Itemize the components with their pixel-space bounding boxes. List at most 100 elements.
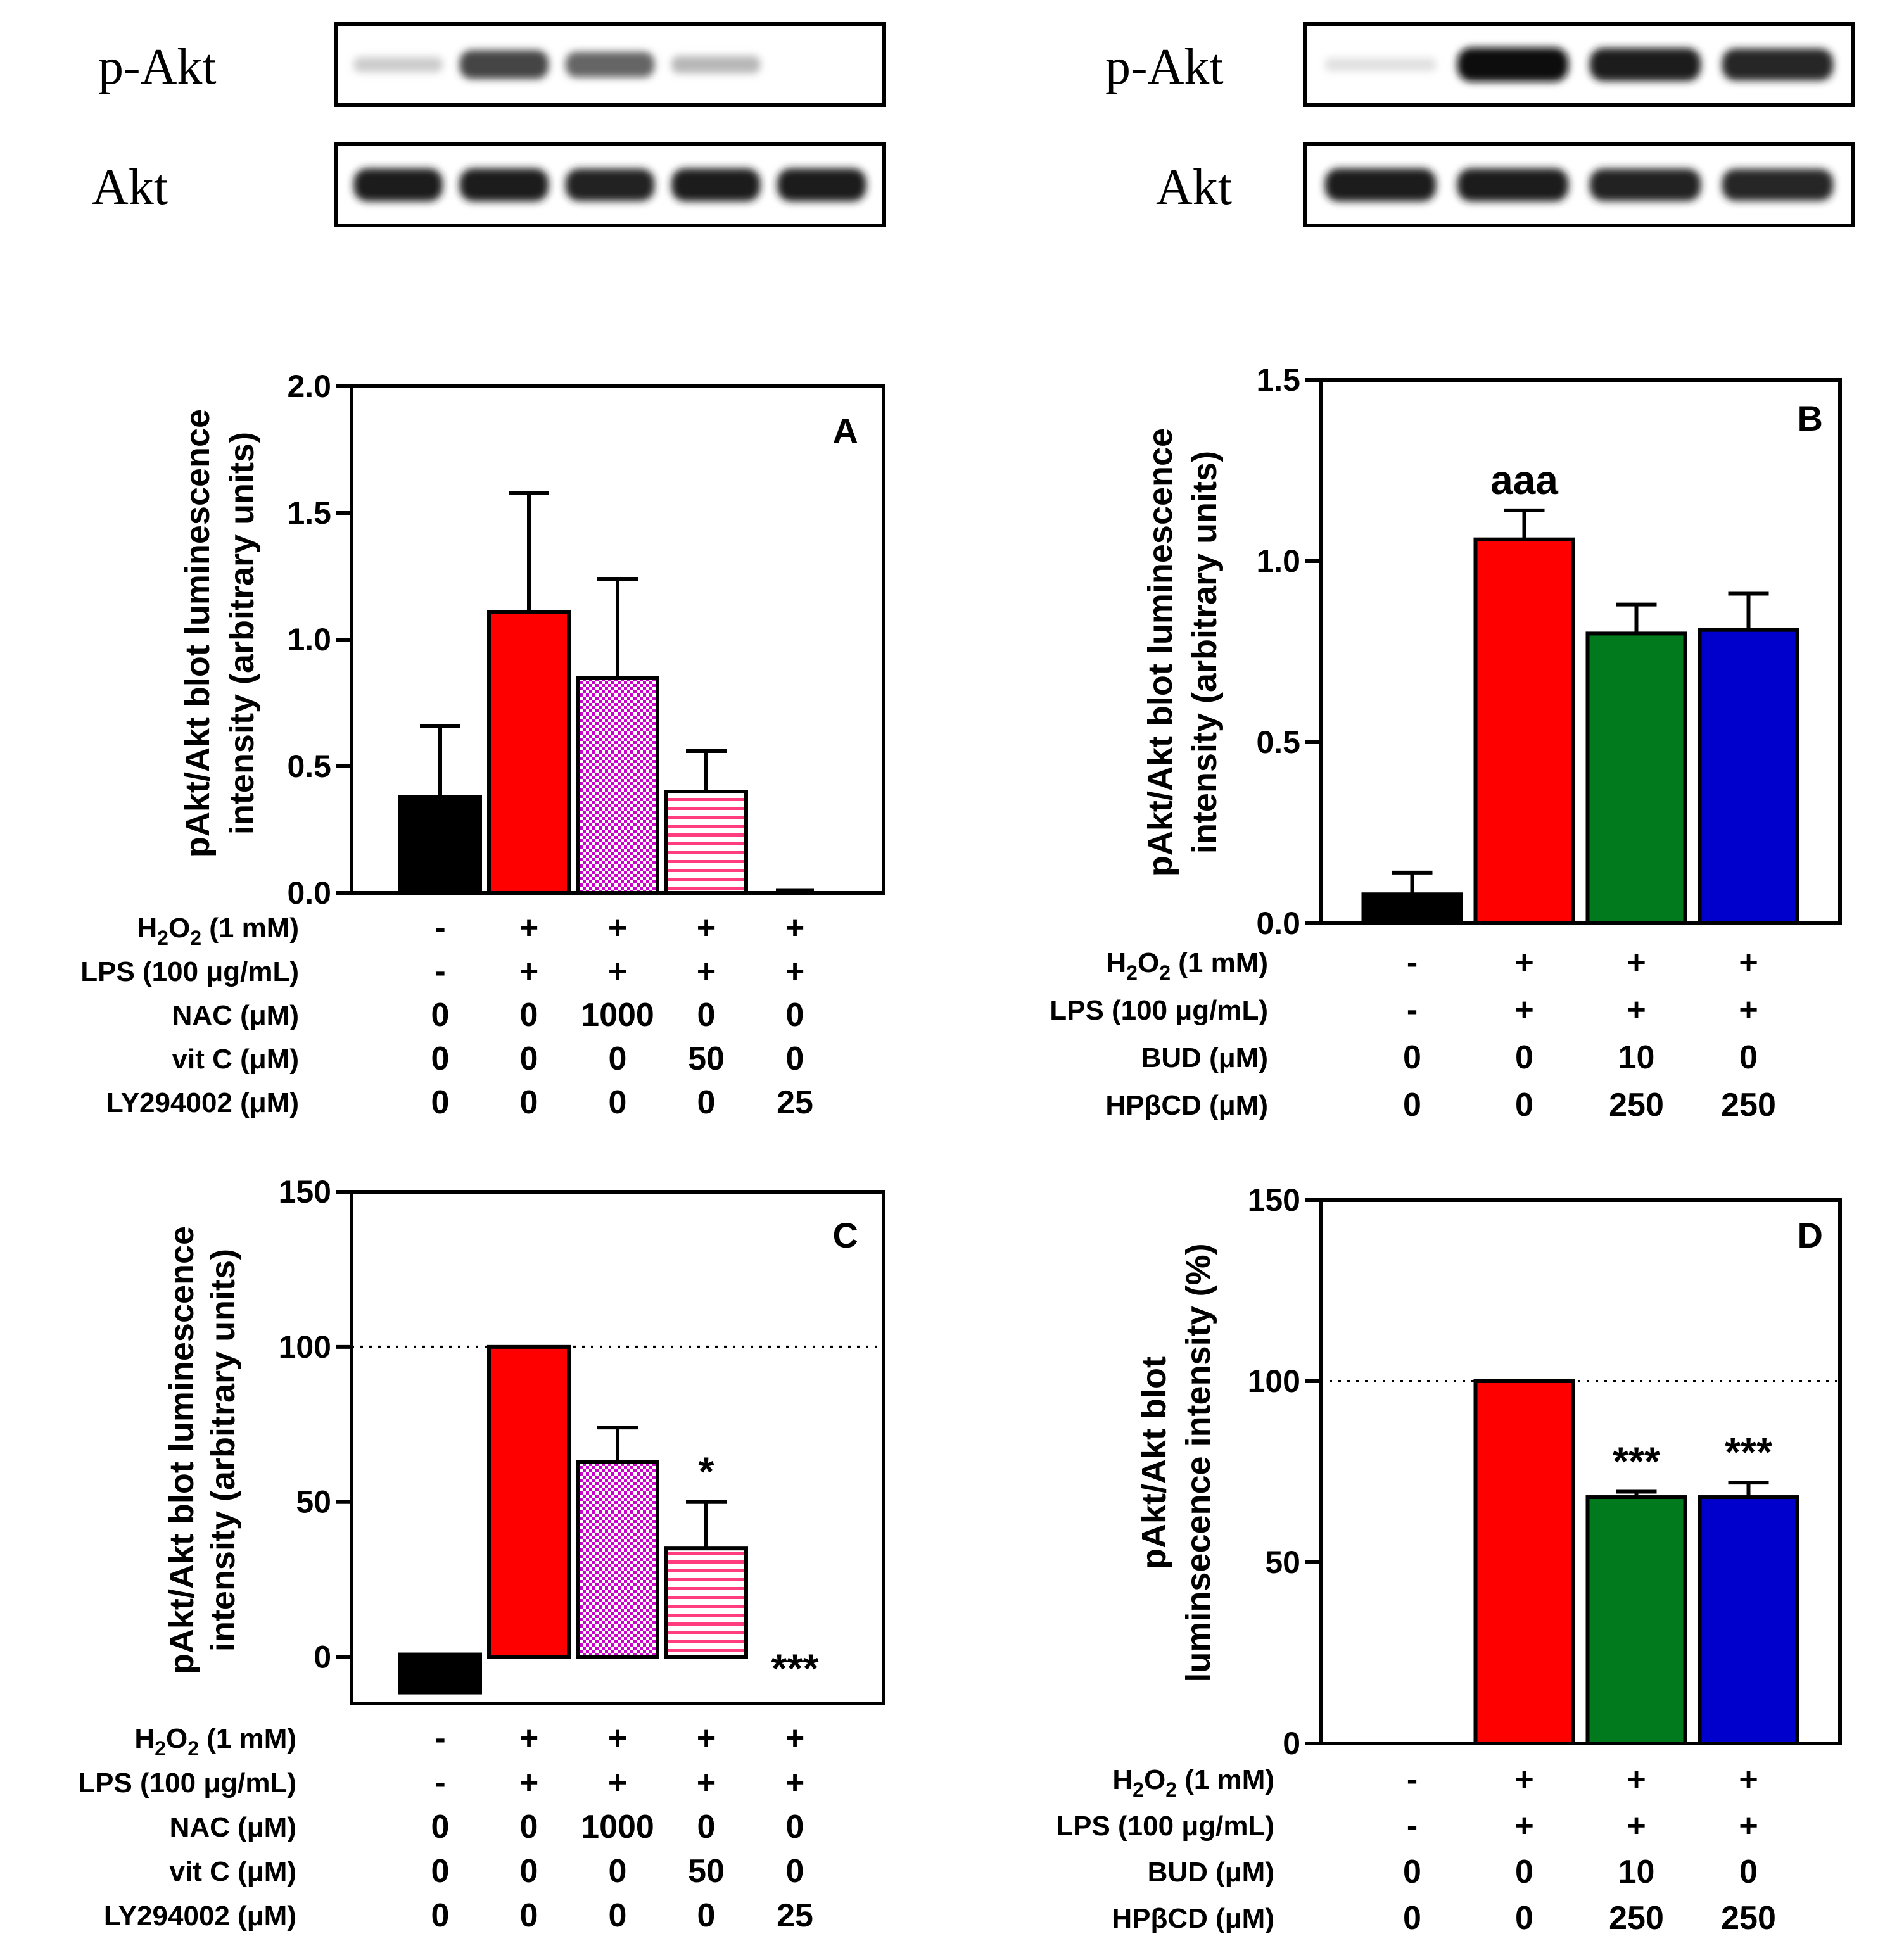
condition-value: 25 [777, 1084, 813, 1121]
condition-value: 0 [431, 1853, 450, 1890]
condition-value: + [1739, 1761, 1758, 1798]
y-axis-label: intensity (arbitrary units) [223, 432, 261, 835]
label-part: O [1144, 1764, 1165, 1795]
label-part: H [1106, 947, 1126, 978]
condition-value: 0 [697, 1809, 716, 1845]
condition-value: + [1514, 1807, 1533, 1844]
western-blots: p-Akt Akt p-Akt Akt [92, 22, 1855, 227]
condition-value: + [697, 953, 716, 990]
y-tick-label: 0.0 [287, 875, 331, 911]
blot-right: p-Akt Akt [1105, 22, 1855, 227]
blot-left-row-akt-band-4 [671, 168, 761, 202]
panel-b-frame [1319, 378, 1842, 925]
condition-label: H2O2 (1 mM) [134, 1723, 296, 1760]
condition-value: 0 [786, 1809, 804, 1845]
blot-right-row-p-akt-band-4 [1722, 48, 1834, 81]
condition-value: 0 [1739, 1854, 1758, 1890]
condition-label: LPS (100 μg/mL) [78, 1767, 296, 1799]
blot-right-row-akt-band-1 [1324, 168, 1437, 202]
condition-value: + [1514, 944, 1533, 981]
condition-label: LY294002 (μM) [104, 1900, 296, 1932]
y-axis-label: pAkt/Akt blot luminescence [163, 1226, 201, 1674]
blot-left-row-p-akt-band-2 [459, 50, 549, 79]
bar-charts: 0.0 0.5 1.0 1.5 2.0 pAkt/Akt blot luminescenc… [78, 362, 1842, 1937]
blot-right-row-p-akt-band-3 [1589, 47, 1701, 82]
blot-left-row-akt-label: Akt [92, 160, 168, 215]
condition-value: - [435, 909, 445, 946]
condition-value: + [785, 1764, 804, 1801]
condition-value: 0 [786, 1040, 804, 1077]
label-part: O [168, 913, 190, 944]
condition-value: 50 [688, 1853, 725, 1890]
condition-value: - [1407, 1807, 1418, 1844]
label-subscript: 2 [1126, 961, 1138, 984]
label-subscript: 2 [1133, 1778, 1144, 1801]
bar-4 [664, 790, 748, 895]
label-subscript: 2 [187, 1737, 199, 1760]
condition-value: 25 [777, 1897, 813, 1934]
y-tick-label: 1.0 [287, 622, 331, 657]
condition-value: 0 [520, 1084, 538, 1121]
condition-value: 250 [1721, 1900, 1776, 1937]
condition-value: + [697, 909, 716, 946]
condition-value: 0 [1739, 1039, 1758, 1076]
y-tick-label: 0 [314, 1640, 331, 1675]
bar-4 [664, 1546, 748, 1659]
condition-value: 0 [520, 1809, 538, 1845]
condition-value: 0 [1515, 1900, 1533, 1937]
y-axis-label: pAkt/Akt blot luminescence [1141, 428, 1179, 876]
bar-2 [487, 1344, 571, 1659]
condition-label: BUD (μM) [1148, 1857, 1274, 1888]
condition-value: 250 [1609, 1900, 1664, 1937]
label-subscript: 2 [190, 926, 201, 949]
bar-1 [398, 795, 482, 895]
condition-value: - [1407, 992, 1418, 1028]
condition-value: 0 [1515, 1039, 1533, 1076]
blot-right-row-p-akt-band-2 [1457, 47, 1569, 82]
label-part: (1 mM) [1177, 1764, 1274, 1795]
label-part: (1 mM) [1171, 947, 1268, 978]
condition-value: 0 [697, 1897, 716, 1934]
label-subscript: 2 [157, 926, 168, 949]
blot-left-row-p-akt-label: p-Akt [98, 39, 217, 95]
bar-4 [1698, 628, 1799, 925]
condition-value: 0 [520, 1853, 538, 1890]
bar-3 [1585, 631, 1687, 926]
label-subscript: 2 [1159, 961, 1171, 984]
y-tick-label: 0.0 [1256, 906, 1300, 941]
condition-value: + [519, 953, 538, 990]
condition-value: 0 [1403, 1854, 1421, 1890]
condition-value: - [1407, 944, 1418, 981]
condition-value: 0 [431, 1897, 450, 1934]
condition-value: 0 [1403, 1900, 1421, 1937]
panel-letter: A [833, 411, 858, 451]
condition-value: 0 [1403, 1087, 1421, 1123]
condition-value: 0 [609, 1084, 627, 1121]
condition-value: + [1739, 944, 1758, 981]
condition-label: NAC (μM) [170, 1812, 296, 1843]
y-tick-label: 0 [1283, 1726, 1300, 1761]
bar-1 [398, 1652, 482, 1695]
condition-value: - [435, 1764, 445, 1801]
label-part: H [1112, 1764, 1133, 1795]
condition-value: 0 [431, 1809, 450, 1845]
condition-value: + [1627, 992, 1646, 1028]
y-tick-label: 100 [1248, 1363, 1300, 1399]
panel-b: 0.0 0.5 1.0 1.5 aaa pAkt/Akt blot luminescenc… [1050, 362, 1842, 1123]
y-tick-label: 0.5 [1256, 724, 1300, 760]
blot-left-row-p-akt-band-1 [353, 56, 443, 73]
condition-value: + [1739, 992, 1758, 1028]
condition-value: 0 [431, 1040, 450, 1077]
condition-value: 0 [609, 1040, 627, 1077]
label-subscript: 2 [155, 1737, 166, 1760]
condition-value: + [519, 1720, 538, 1757]
condition-value: 10 [1618, 1039, 1655, 1076]
blot-right-row-p-akt-label: p-Akt [1105, 39, 1224, 95]
condition-value: + [1627, 944, 1646, 981]
y-axis-label: luminsecence intensity (%) [1179, 1243, 1217, 1682]
condition-value: + [608, 1720, 627, 1757]
condition-label: H2O2 (1 mM) [1112, 1764, 1274, 1801]
y-tick-label: 1.0 [1256, 543, 1300, 579]
